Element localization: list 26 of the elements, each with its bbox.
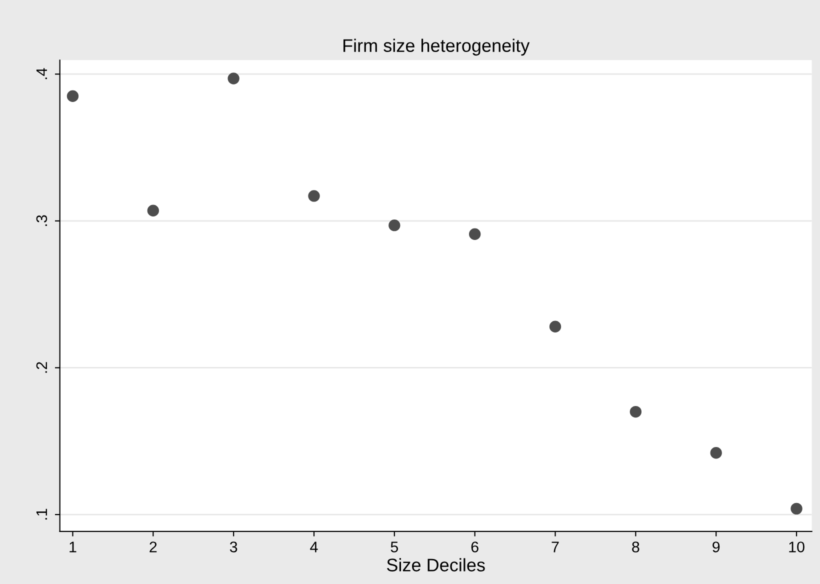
y-tick-label: .1 xyxy=(36,508,47,520)
x-tick-label: 4 xyxy=(310,542,318,552)
point xyxy=(549,320,562,332)
y-tick-label: .2 xyxy=(36,362,47,373)
x-tick-label: 5 xyxy=(390,542,398,552)
point xyxy=(388,219,400,232)
point xyxy=(630,406,642,418)
chart-title: Firm size heterogeneity xyxy=(343,38,530,56)
point xyxy=(66,90,79,102)
x-tick-label: 3 xyxy=(230,542,238,552)
x-tick-label: 6 xyxy=(471,542,478,552)
point xyxy=(308,190,320,202)
x-tick-label: 8 xyxy=(632,542,640,552)
x-tick-label: 2 xyxy=(150,542,157,552)
point xyxy=(710,447,722,459)
point xyxy=(468,228,481,240)
point xyxy=(790,502,802,515)
x-tick-label: 1 xyxy=(70,542,76,552)
x-tick-label: 7 xyxy=(552,542,559,552)
y-tick-label: .3 xyxy=(36,215,48,226)
x-tick-label: 9 xyxy=(712,542,720,552)
y-tick-label: .4 xyxy=(36,68,47,80)
x-tick-label: 10 xyxy=(789,542,804,552)
x-axis-title: Size Deciles xyxy=(386,558,485,572)
point xyxy=(228,72,240,84)
point xyxy=(147,204,159,216)
